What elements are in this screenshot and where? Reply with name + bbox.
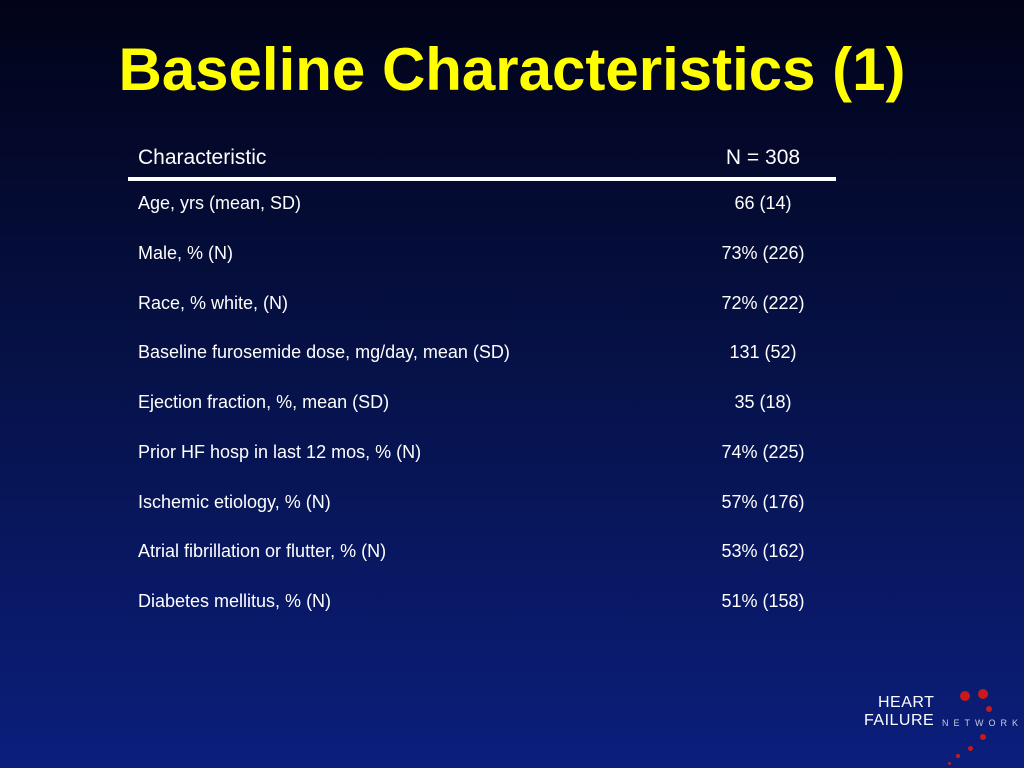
logo-dot-icon — [956, 754, 960, 758]
row-value: 53% (162) — [721, 541, 805, 562]
table-row: Male, % (N) 73% (226) — [128, 243, 836, 293]
logo-dot-icon — [960, 691, 970, 701]
baseline-table: Characteristic N = 308 Age, yrs (mean, S… — [128, 138, 836, 611]
row-label: Diabetes mellitus, % (N) — [138, 591, 332, 611]
row-value: 74% (225) — [721, 441, 805, 462]
header-divider — [128, 177, 836, 181]
table-row: Ejection fraction, %, mean (SD) 35 (18) — [128, 392, 836, 442]
header-characteristic: Characteristic — [138, 146, 267, 169]
row-value: 57% (176) — [721, 491, 805, 512]
logo-heart-text: HEART — [878, 694, 935, 711]
row-label: Prior HF hosp in last 12 mos, % (N) — [138, 441, 422, 462]
table-row: Race, % white, (N) 72% (222) — [128, 293, 836, 343]
table-header: Characteristic N = 308 — [128, 138, 836, 181]
row-label: Male, % (N) — [138, 242, 234, 263]
row-label: Ejection fraction, %, mean (SD) — [138, 392, 390, 412]
row-label: Ischemic etiology, % (N) — [138, 491, 331, 512]
row-label: Race, % white, (N) — [138, 292, 289, 313]
row-value: 51% (158) — [721, 591, 805, 611]
header-n-value: N = 308 — [725, 146, 801, 169]
row-value: 131 (52) — [729, 342, 797, 363]
table-row: Atrial fibrillation or flutter, % (N) 53… — [128, 541, 836, 591]
row-label: Atrial fibrillation or flutter, % (N) — [138, 541, 387, 562]
logo-dot-icon — [986, 706, 992, 712]
row-label: Age, yrs (mean, SD) — [138, 193, 302, 213]
row-value: 72% (222) — [721, 292, 805, 313]
row-label: Baseline furosemide dose, mg/day, mean (… — [138, 342, 510, 363]
row-value: 73% (226) — [721, 242, 805, 263]
slide-title: Baseline Characteristics (1) — [118, 36, 906, 103]
row-value: 35 (18) — [734, 392, 792, 412]
row-value: 66 (14) — [734, 193, 792, 213]
table-row: Diabetes mellitus, % (N) 51% (158) — [128, 591, 836, 641]
logo-dot-icon — [980, 734, 986, 740]
table-row: Ischemic etiology, % (N) 57% (176) — [128, 492, 836, 542]
heart-failure-network-logo: HEART FAILURE NETWORK — [858, 688, 1024, 768]
table-row: Prior HF hosp in last 12 mos, % (N) 74% … — [128, 442, 836, 492]
table-row: Age, yrs (mean, SD) 66 (14) — [128, 193, 836, 243]
table-body: Age, yrs (mean, SD) 66 (14) Male, % (N) … — [128, 193, 836, 641]
logo-dot-icon — [978, 689, 988, 699]
logo-failure-text: FAILURE — [864, 712, 935, 729]
logo-network-text: NETWORK — [942, 718, 1023, 728]
logo-dot-icon — [948, 762, 951, 765]
logo-dot-icon — [968, 746, 973, 751]
table-row: Baseline furosemide dose, mg/day, mean (… — [128, 342, 836, 392]
